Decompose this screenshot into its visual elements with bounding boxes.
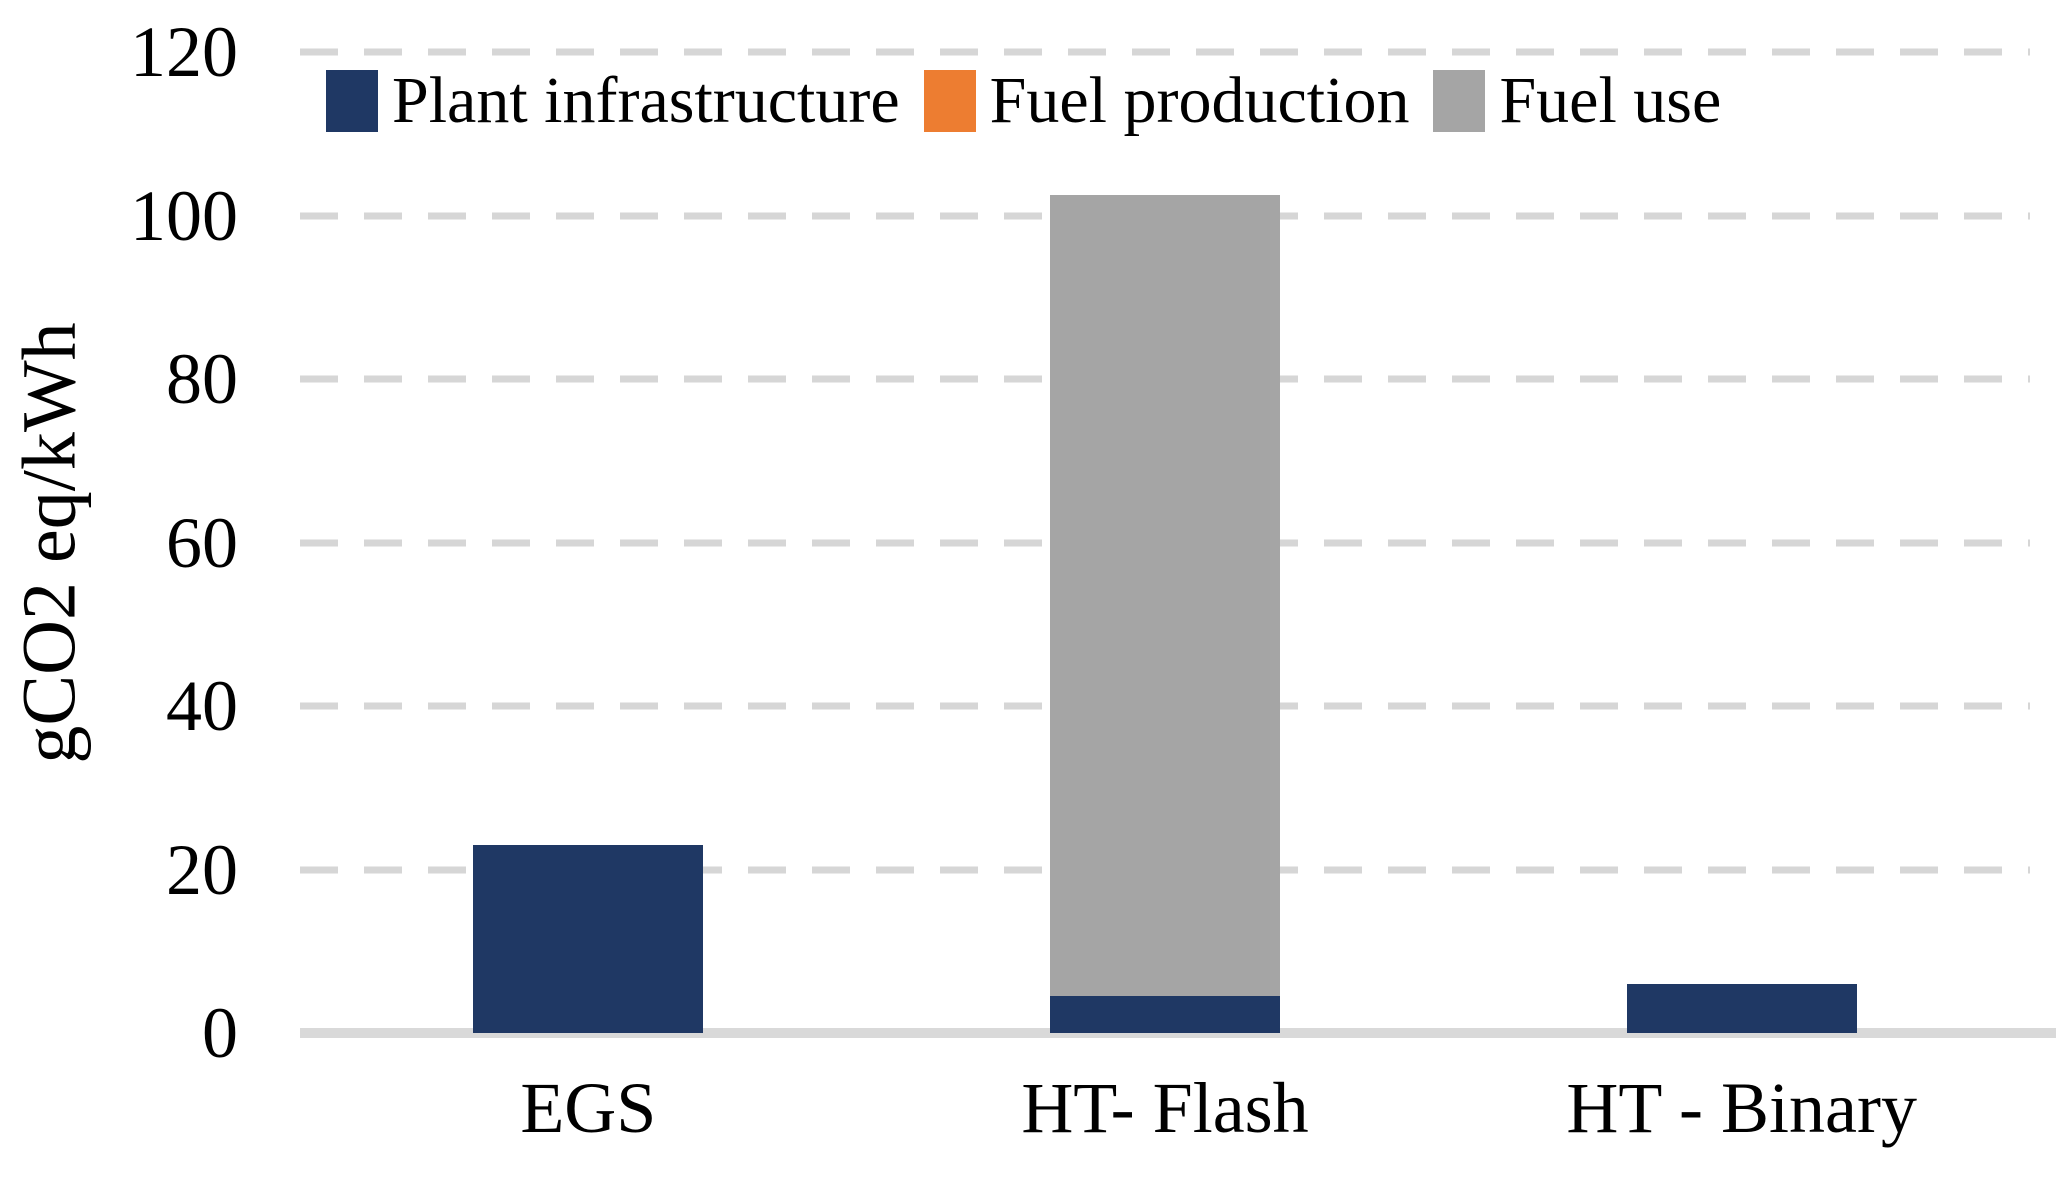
bar-group-egs [473,52,704,1033]
legend-label: Fuel production [989,64,1410,137]
x-category-label-ht--flash: HT- Flash [1021,1068,1309,1148]
bar-segment-plant-infrastructure [473,844,704,1033]
legend-item-fuel-use: Fuel use [1433,68,1721,134]
legend-label: Plant infrastructure [392,64,900,137]
legend-item-plant-infrastructure: Plant infrastructure [326,68,900,134]
x-category-label-egs: EGS [520,1068,657,1148]
y-tick-label-120: 120 [130,12,238,92]
legend-swatch-icon [1433,70,1486,132]
bar-segment-plant-infrastructure [1626,983,1857,1033]
bar-segment-plant-infrastructure [1050,996,1280,1033]
y-axis-tick-labels: 0 20 40 60 80 100 120 [0,16,238,1069]
legend: Plant infrastructure Fuel production Fuel … [326,68,1721,134]
legend-label: Fuel use [1499,64,1722,137]
y-tick-label-60: 60 [166,502,238,583]
y-tick-label-40: 40 [166,666,238,747]
plot-area: Plant infrastructure Fuel production Fuel … [300,48,2056,1038]
gridline-120 [300,48,2030,56]
legend-swatch-icon [923,70,976,132]
y-tick-label-0: 0 [202,993,238,1073]
legend-swatch-icon [326,70,378,132]
bar-segment-fuel-use [1050,195,1280,997]
y-tick-label-20: 20 [166,829,238,910]
bar-group-ht---binary [1626,52,1857,1033]
x-axis-category-labels: EGS HT- Flash HT - Binary [300,1072,2030,1172]
x-axis-line [300,1028,2056,1038]
bar-group-ht--flash [1050,52,1280,1033]
y-tick-label-80: 80 [166,339,238,420]
x-category-label-ht---binary: HT - Binary [1566,1068,1917,1148]
y-tick-label-100: 100 [130,175,238,256]
legend-item-fuel-production: Fuel production [923,64,1410,137]
